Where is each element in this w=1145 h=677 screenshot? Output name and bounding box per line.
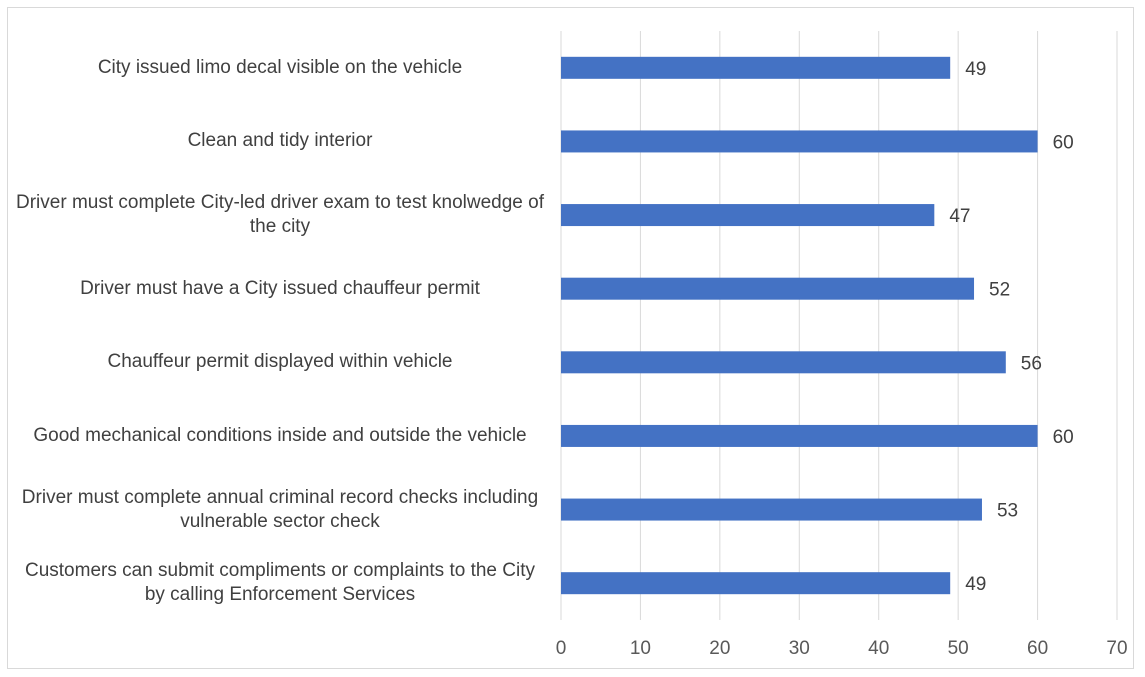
data-label: 60 bbox=[1053, 427, 1074, 448]
bar bbox=[561, 572, 951, 595]
x-tick-label: 30 bbox=[789, 638, 810, 659]
data-label: 49 bbox=[965, 574, 986, 595]
data-label: 49 bbox=[965, 59, 986, 80]
gridlines bbox=[560, 31, 1118, 620]
data-label: 56 bbox=[1021, 353, 1042, 374]
bar bbox=[561, 130, 1038, 153]
bar bbox=[561, 351, 1006, 374]
x-axis-ticks: 0 10 20 30 40 50 60 70 bbox=[556, 638, 1128, 659]
bar bbox=[561, 424, 1038, 447]
category-label: Good mechanical conditions inside and ou… bbox=[33, 424, 527, 446]
category-label: Driver must complete City-led driver exa… bbox=[16, 192, 544, 238]
x-tick-label: 10 bbox=[630, 638, 651, 659]
category-label: Clean and tidy interior bbox=[187, 130, 373, 152]
data-label: 52 bbox=[989, 280, 1010, 301]
category-label: City issued limo decal visible on the ve… bbox=[97, 56, 463, 78]
chart-area bbox=[7, 7, 1134, 669]
data-label: 47 bbox=[949, 206, 970, 227]
bar bbox=[561, 56, 951, 79]
category-label: Driver must have a City issued chauffeur… bbox=[80, 277, 480, 299]
data-label: 53 bbox=[997, 501, 1018, 522]
x-tick-label: 60 bbox=[1027, 638, 1048, 659]
bars bbox=[561, 56, 1038, 595]
category-label: Customers can submit compliments or comp… bbox=[24, 560, 535, 606]
x-tick-label: 70 bbox=[1106, 638, 1127, 659]
x-tick-label: 0 bbox=[556, 638, 567, 659]
bar bbox=[561, 277, 975, 300]
bar bbox=[561, 498, 982, 521]
data-label: 60 bbox=[1053, 132, 1074, 153]
x-tick-label: 50 bbox=[948, 638, 969, 659]
category-label: Chauffeur permit displayed within vehicl… bbox=[107, 351, 453, 373]
x-tick-label: 40 bbox=[868, 638, 889, 659]
bar bbox=[561, 204, 935, 227]
category-label: Driver must complete annual criminal rec… bbox=[21, 486, 539, 532]
data-labels: 49 60 47 52 56 60 53 49 bbox=[949, 59, 1073, 595]
x-tick-label: 20 bbox=[709, 638, 730, 659]
